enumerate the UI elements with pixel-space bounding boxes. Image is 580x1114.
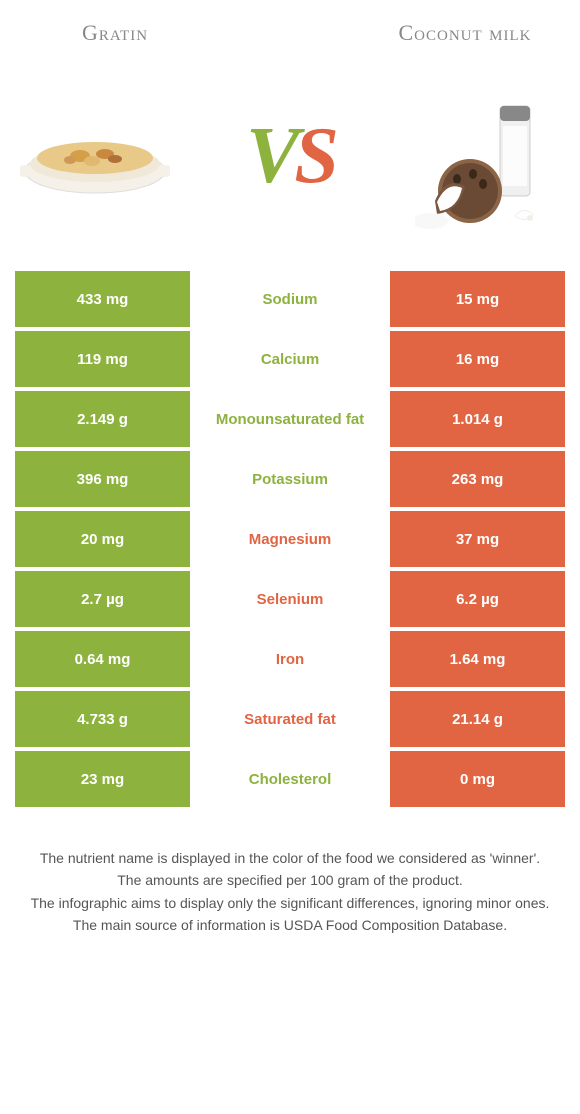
value-left: 23 mg — [15, 751, 190, 807]
nutrient-label: Monounsaturated fat — [190, 391, 390, 447]
value-right: 263 mg — [390, 451, 565, 507]
value-left: 20 mg — [15, 511, 190, 567]
value-left: 396 mg — [15, 451, 190, 507]
coconut-image — [405, 76, 565, 236]
table-row: 396 mgPotassium263 mg — [15, 451, 565, 507]
nutrient-label: Iron — [190, 631, 390, 687]
footer-line-2: The amounts are specified per 100 gram o… — [15, 869, 565, 891]
table-row: 23 mgCholesterol0 mg — [15, 751, 565, 807]
value-left: 2.7 µg — [15, 571, 190, 627]
value-right: 15 mg — [390, 271, 565, 327]
value-right: 37 mg — [390, 511, 565, 567]
nutrient-label: Cholesterol — [190, 751, 390, 807]
footer-line-4: The main source of information is USDA F… — [15, 914, 565, 936]
nutrient-label: Sodium — [190, 271, 390, 327]
value-left: 0.64 mg — [15, 631, 190, 687]
nutrient-table: 433 mgSodium15 mg119 mgCalcium16 mg2.149… — [15, 271, 565, 807]
footer-line-3: The infographic aims to display only the… — [15, 892, 565, 914]
value-right: 0 mg — [390, 751, 565, 807]
table-row: 2.7 µgSelenium6.2 µg — [15, 571, 565, 627]
table-row: 4.733 gSaturated fat21.14 g — [15, 691, 565, 747]
gratin-image — [15, 76, 175, 236]
value-right: 21.14 g — [390, 691, 565, 747]
value-right: 1.64 mg — [390, 631, 565, 687]
vs-label: VS — [246, 111, 334, 202]
nutrient-label: Saturated fat — [190, 691, 390, 747]
value-right: 1.014 g — [390, 391, 565, 447]
footer-line-1: The nutrient name is displayed in the co… — [15, 847, 565, 869]
vs-s: S — [294, 112, 334, 200]
vs-row: VS — [15, 66, 565, 246]
table-row: 2.149 gMonounsaturated fat1.014 g — [15, 391, 565, 447]
value-right: 16 mg — [390, 331, 565, 387]
food-title-right: Coconut milk — [365, 20, 565, 46]
table-row: 119 mgCalcium16 mg — [15, 331, 565, 387]
vs-v: V — [246, 112, 294, 200]
nutrient-label: Magnesium — [190, 511, 390, 567]
food-title-left: Gratin — [15, 20, 215, 46]
table-row: 20 mgMagnesium37 mg — [15, 511, 565, 567]
nutrient-label: Selenium — [190, 571, 390, 627]
value-left: 119 mg — [15, 331, 190, 387]
nutrient-label: Calcium — [190, 331, 390, 387]
value-left: 4.733 g — [15, 691, 190, 747]
value-left: 2.149 g — [15, 391, 190, 447]
value-right: 6.2 µg — [390, 571, 565, 627]
table-row: 433 mgSodium15 mg — [15, 271, 565, 327]
value-left: 433 mg — [15, 271, 190, 327]
header-row: Gratin Coconut milk — [15, 20, 565, 46]
table-row: 0.64 mgIron1.64 mg — [15, 631, 565, 687]
footer-notes: The nutrient name is displayed in the co… — [15, 847, 565, 937]
nutrient-label: Potassium — [190, 451, 390, 507]
